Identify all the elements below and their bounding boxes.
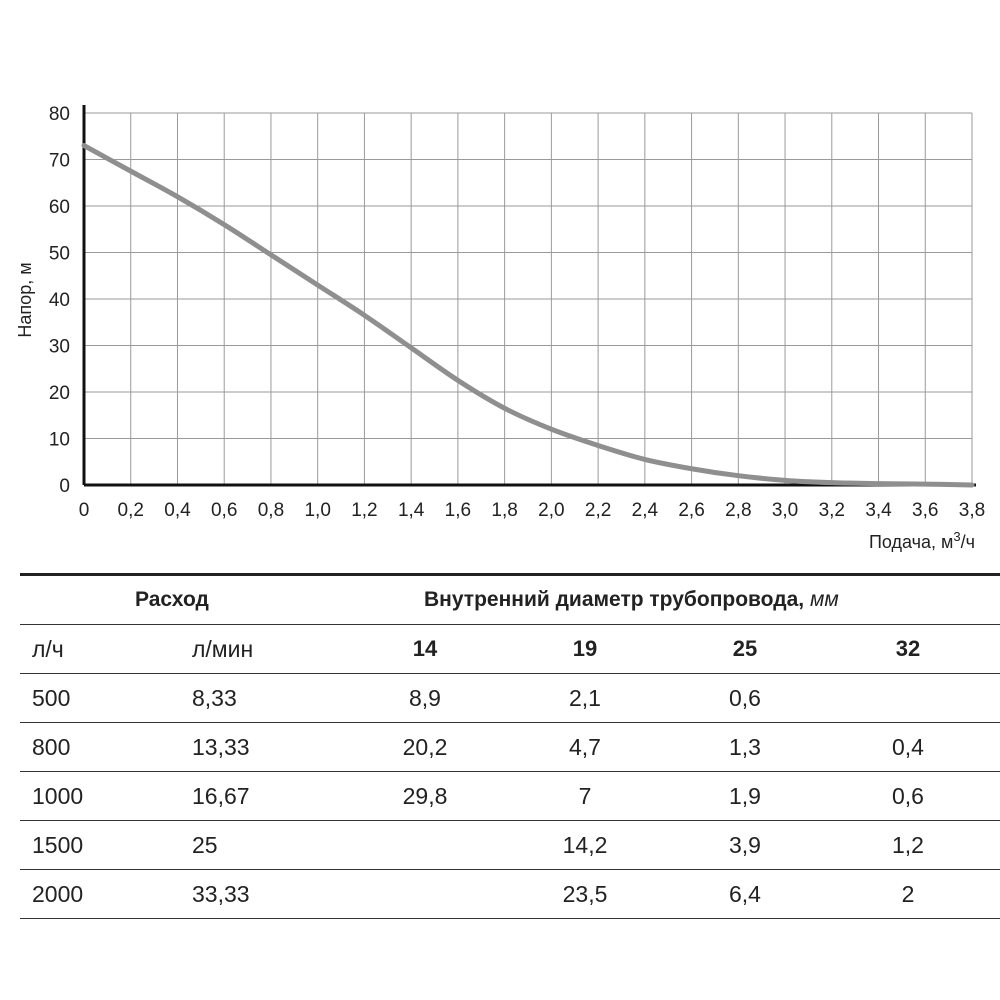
table-cell: 14,2 (562, 832, 608, 858)
y-tick-label: 40 (49, 290, 70, 311)
x-tick-label: 3,2 (819, 500, 845, 521)
y-tick-label: 20 (49, 383, 70, 404)
x-tick-label: 0,2 (118, 500, 144, 521)
diameter-14: 14 (412, 636, 438, 661)
y-axis-label: Напор, м (15, 262, 35, 337)
x-tick-label: 3,0 (772, 500, 798, 521)
y-tick-label: 80 (49, 104, 70, 125)
x-tick-label: 2,0 (538, 500, 564, 521)
table-cell: 500 (32, 685, 71, 711)
x-tick-label: 1,8 (491, 500, 517, 521)
diameter-header: Внутренний диаметр трубопровода, мм (424, 588, 839, 611)
table-cell: 13,33 (192, 734, 250, 760)
x-tick-label: 2,8 (725, 500, 751, 521)
table-row: 2000 33,33 23,5 6,4 2 (20, 869, 1000, 918)
table-row: 500 8,33 8,9 2,1 0,6 (20, 673, 1000, 722)
table-cell: 29,8 (402, 783, 448, 809)
flow-header: Расход (135, 588, 209, 611)
table-cell: 0,6 (892, 783, 924, 809)
table-cell: 0,6 (729, 685, 761, 711)
x-tick-label: 0,4 (164, 500, 191, 521)
table-cell: 6,4 (729, 881, 761, 907)
table-cell: 7 (578, 783, 592, 809)
x-tick-label: 2,4 (632, 500, 659, 521)
pump-curve-chart: 0 0,2 0,4 0,6 0,8 1,0 1,2 1,4 1,6 1,8 2,0 2,2 2,4 2,6… (15, 104, 986, 552)
y-tick-label: 10 (49, 430, 70, 451)
table-cell: 8,9 (409, 685, 441, 711)
table-cell: 8,33 (192, 685, 237, 711)
x-tick-label: 1,4 (398, 500, 425, 521)
head-curve-line (81, 143, 975, 488)
table-cell: 23,5 (562, 881, 608, 907)
chart-grid (84, 112, 973, 485)
table-bottom-rule (20, 918, 1000, 919)
y-tick-label: 30 (49, 337, 70, 358)
y-tick-label: 70 (49, 151, 70, 172)
x-axis-label: Подача, м3/ч (869, 529, 975, 552)
table-header: Расход Внутренний диаметр трубопровода, … (20, 576, 1000, 624)
table-cell: 33,33 (192, 881, 250, 907)
table-cell: 1,2 (892, 832, 924, 858)
x-tick-label: 0,8 (258, 500, 284, 521)
x-tick-label: 1,0 (304, 500, 330, 521)
table-cell: 1,9 (729, 783, 761, 809)
table-cell: 2 (901, 881, 915, 907)
unit-lpm: л/мин (192, 636, 254, 662)
table-cell: 2,1 (569, 685, 601, 711)
x-tick-label: 3,6 (912, 500, 938, 521)
table-cell: 20,2 (402, 734, 448, 760)
table-cell: 800 (32, 734, 71, 760)
unit-lph: л/ч (32, 636, 64, 662)
x-tick-label: 1,2 (351, 500, 377, 521)
table-row: 800 13,33 20,2 4,7 1,3 0,4 (20, 722, 1000, 771)
table-cell: 1,3 (729, 734, 761, 760)
chart-axes (82, 105, 976, 487)
x-tick-label: 1,6 (445, 500, 471, 521)
y-tick-label: 0 (59, 476, 70, 497)
table-body: 500 8,33 8,9 2,1 0,6 800 13,33 20,2 4,7 1,3 0,4 100… (20, 673, 1000, 918)
y-tick-labels: 0 10 20 30 40 50 60 70 80 (49, 104, 70, 497)
y-tick-label: 50 (49, 244, 70, 265)
table-cell: 1000 (32, 783, 84, 809)
table-cell: 16,67 (192, 783, 250, 809)
x-tick-label: 0 (79, 500, 90, 521)
table-subheader: л/ч л/мин 14 19 25 32 (20, 624, 1000, 673)
table-cell: 3,9 (729, 832, 761, 858)
table-cell: 25 (192, 832, 218, 858)
table-top-rule (20, 573, 1000, 576)
x-tick-label: 3,8 (959, 500, 985, 521)
diameter-32: 32 (895, 636, 921, 661)
x-tick-label: 2,6 (678, 500, 704, 521)
x-tick-label: 0,6 (211, 500, 237, 521)
table-row: 1000 16,67 29,8 7 1,9 0,6 (20, 771, 1000, 820)
diameter-19: 19 (572, 636, 598, 661)
x-tick-label: 3,4 (865, 500, 892, 521)
y-tick-label: 60 (49, 197, 70, 218)
series-lines (81, 143, 975, 488)
diameter-25: 25 (732, 636, 758, 661)
table-row: 1500 25 14,2 3,9 1,2 (20, 820, 1000, 869)
x-tick-label: 2,2 (585, 500, 611, 521)
table-cell: 0,4 (892, 734, 924, 760)
table-cell: 1500 (32, 832, 84, 858)
table-cell: 2000 (32, 881, 84, 907)
friction-loss-table: Расход Внутренний диаметр трубопровода, … (20, 573, 1000, 919)
table-cell: 4,7 (569, 734, 601, 760)
x-tick-labels: 0 0,2 0,4 0,6 0,8 1,0 1,2 1,4 1,6 1,8 2,0 2,2 2,4 2,6… (79, 500, 986, 521)
